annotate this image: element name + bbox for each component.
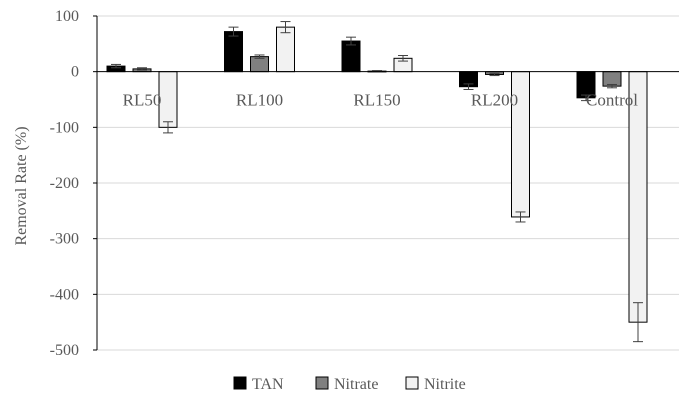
x-tick-label-rl200: RL200	[471, 91, 518, 110]
y-tick-label: -100	[50, 119, 79, 136]
x-tick-label-rl150: RL150	[353, 91, 400, 110]
y-tick-label: -300	[50, 231, 79, 248]
y-tick-label: 0	[71, 64, 79, 81]
bar-tan-rl150	[341, 40, 361, 73]
y-tick-label: -500	[50, 342, 79, 359]
legend-label-nitrite: Nitrite	[424, 376, 466, 393]
error-bars	[111, 21, 643, 343]
bars	[106, 26, 648, 323]
legend-label-nitrate: Nitrate	[334, 376, 378, 393]
y-tick-label: -200	[50, 175, 79, 192]
y-axis-label: Removal Rate (%)	[13, 126, 30, 245]
legend-swatch-nitrite	[405, 376, 419, 390]
y-tick-label: 100	[55, 8, 79, 25]
legend-swatch-tan	[233, 376, 247, 390]
x-tick-label-rl50: RL50	[123, 91, 162, 110]
axes	[93, 15, 679, 351]
x-tick-label-rl100: RL100	[236, 91, 283, 110]
bar-tan-rl100	[224, 31, 243, 73]
legend-label-tan: TAN	[252, 376, 284, 393]
bar-nitrate-control	[602, 71, 622, 87]
bar-nitrite-rl100	[276, 26, 295, 73]
legend: TAN Nitrate Nitrite	[233, 376, 466, 393]
tick-labels: 100 0 -100 -200 -300 -400 -500 RL50 RL100 RL150 RL…	[50, 8, 639, 359]
x-tick-label-control: Control	[586, 91, 638, 110]
y-tick-label: -400	[50, 286, 79, 303]
bar-nitrite-rl50	[158, 71, 178, 128]
bar-nitrate-rl100	[250, 56, 269, 73]
legend-swatch-nitrate	[315, 376, 329, 390]
gridlines	[97, 15, 679, 351]
